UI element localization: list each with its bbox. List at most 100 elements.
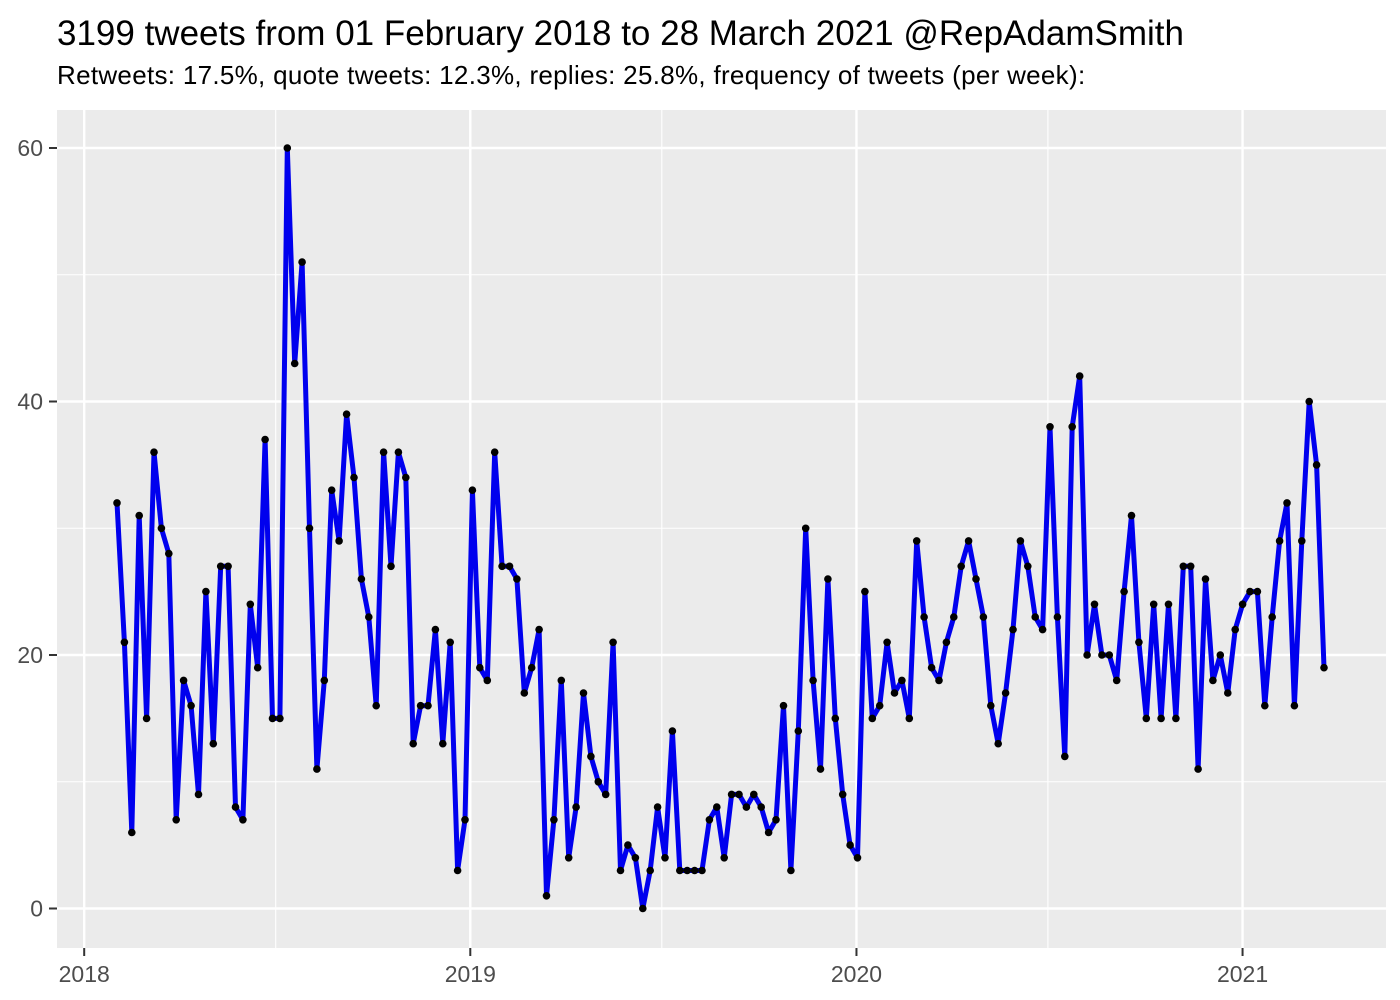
data-point xyxy=(890,689,899,697)
data-point xyxy=(875,701,884,710)
data-point xyxy=(1261,701,1269,710)
data-point xyxy=(690,866,699,875)
data-point xyxy=(298,258,306,266)
data-point xyxy=(261,435,269,444)
data-point xyxy=(1238,600,1247,609)
data-point xyxy=(742,803,751,811)
data-point xyxy=(187,701,195,710)
data-point xyxy=(527,663,536,672)
data-point xyxy=(1083,651,1091,659)
data-point xyxy=(327,486,336,495)
data-point xyxy=(883,638,891,647)
data-point xyxy=(1098,651,1106,659)
data-point xyxy=(313,765,321,773)
tweet-frequency-line xyxy=(114,145,1327,911)
data-point xyxy=(750,790,758,799)
data-point xyxy=(320,676,329,685)
data-point xyxy=(631,854,640,862)
data-point xyxy=(231,803,240,811)
data-point xyxy=(194,790,203,799)
chart-title: 3199 tweets from 01 February 2018 to 28 … xyxy=(57,14,1184,53)
data-point xyxy=(935,676,943,685)
data-point xyxy=(113,499,121,507)
data-point xyxy=(1016,537,1025,545)
data-point xyxy=(972,575,980,583)
chart-subtitle: Retweets: 17.5%, quote tweets: 12.3%, re… xyxy=(57,60,1086,90)
data-point xyxy=(1283,499,1291,507)
data-point xyxy=(764,828,773,837)
data-point xyxy=(757,803,765,811)
y-axis-label-20: 20 xyxy=(17,642,43,668)
data-point xyxy=(268,714,277,723)
data-point xyxy=(1194,765,1202,773)
data-point xyxy=(809,676,817,685)
y-axis-label-40: 40 xyxy=(17,389,43,415)
data-point xyxy=(1053,613,1062,621)
data-point xyxy=(1246,587,1254,596)
data-point xyxy=(987,701,995,710)
data-point xyxy=(165,549,173,558)
data-point xyxy=(402,473,410,482)
data-point xyxy=(1305,397,1313,406)
data-point xyxy=(705,816,714,824)
data-point xyxy=(157,524,166,533)
data-point xyxy=(379,448,388,457)
data-point xyxy=(1179,562,1188,571)
data-point xyxy=(142,714,151,723)
data-point xyxy=(394,448,403,457)
data-point xyxy=(1253,587,1262,596)
data-point xyxy=(683,866,691,875)
data-point xyxy=(1312,461,1321,469)
data-point xyxy=(1127,511,1136,520)
data-point xyxy=(461,816,469,824)
data-point xyxy=(950,613,958,621)
data-point xyxy=(624,841,632,849)
data-point xyxy=(964,537,973,545)
data-point xyxy=(1090,600,1099,609)
data-point xyxy=(246,600,255,609)
data-point xyxy=(1142,714,1151,723)
data-point xyxy=(172,816,180,824)
data-point xyxy=(646,866,654,875)
data-point xyxy=(135,511,143,520)
data-point xyxy=(224,562,232,571)
data-point xyxy=(653,803,662,811)
data-point xyxy=(698,866,706,875)
x-axis-label-2021: 2021 xyxy=(1217,961,1268,987)
data-point xyxy=(1186,562,1195,571)
data-point xyxy=(1216,651,1225,659)
data-point xyxy=(912,537,921,545)
data-point xyxy=(483,676,492,685)
data-point xyxy=(542,892,551,900)
data-point xyxy=(927,663,936,672)
data-point xyxy=(1038,625,1047,634)
data-point xyxy=(668,727,677,735)
data-point xyxy=(216,562,225,571)
data-point xyxy=(609,638,617,647)
data-point xyxy=(905,714,914,723)
data-point xyxy=(535,625,543,634)
data-point xyxy=(713,803,721,811)
data-point xyxy=(1001,689,1010,697)
data-point xyxy=(490,448,499,457)
data-point xyxy=(587,752,595,761)
data-point xyxy=(1105,651,1114,659)
data-point xyxy=(594,778,603,786)
data-point xyxy=(1024,562,1032,571)
plot-panel xyxy=(57,110,1386,948)
y-axis-label-0: 0 xyxy=(30,896,43,922)
data-point xyxy=(476,663,484,672)
data-point xyxy=(342,410,351,419)
data-point xyxy=(801,524,810,533)
data-point xyxy=(942,638,951,647)
data-point xyxy=(335,537,343,545)
x-axis-label-2020: 2020 xyxy=(831,961,882,987)
data-point xyxy=(424,701,432,710)
data-point xyxy=(861,587,869,596)
data-point xyxy=(409,739,418,748)
data-point xyxy=(468,486,477,495)
data-point xyxy=(1224,689,1232,697)
data-point xyxy=(1268,613,1276,621)
data-point xyxy=(520,689,529,697)
